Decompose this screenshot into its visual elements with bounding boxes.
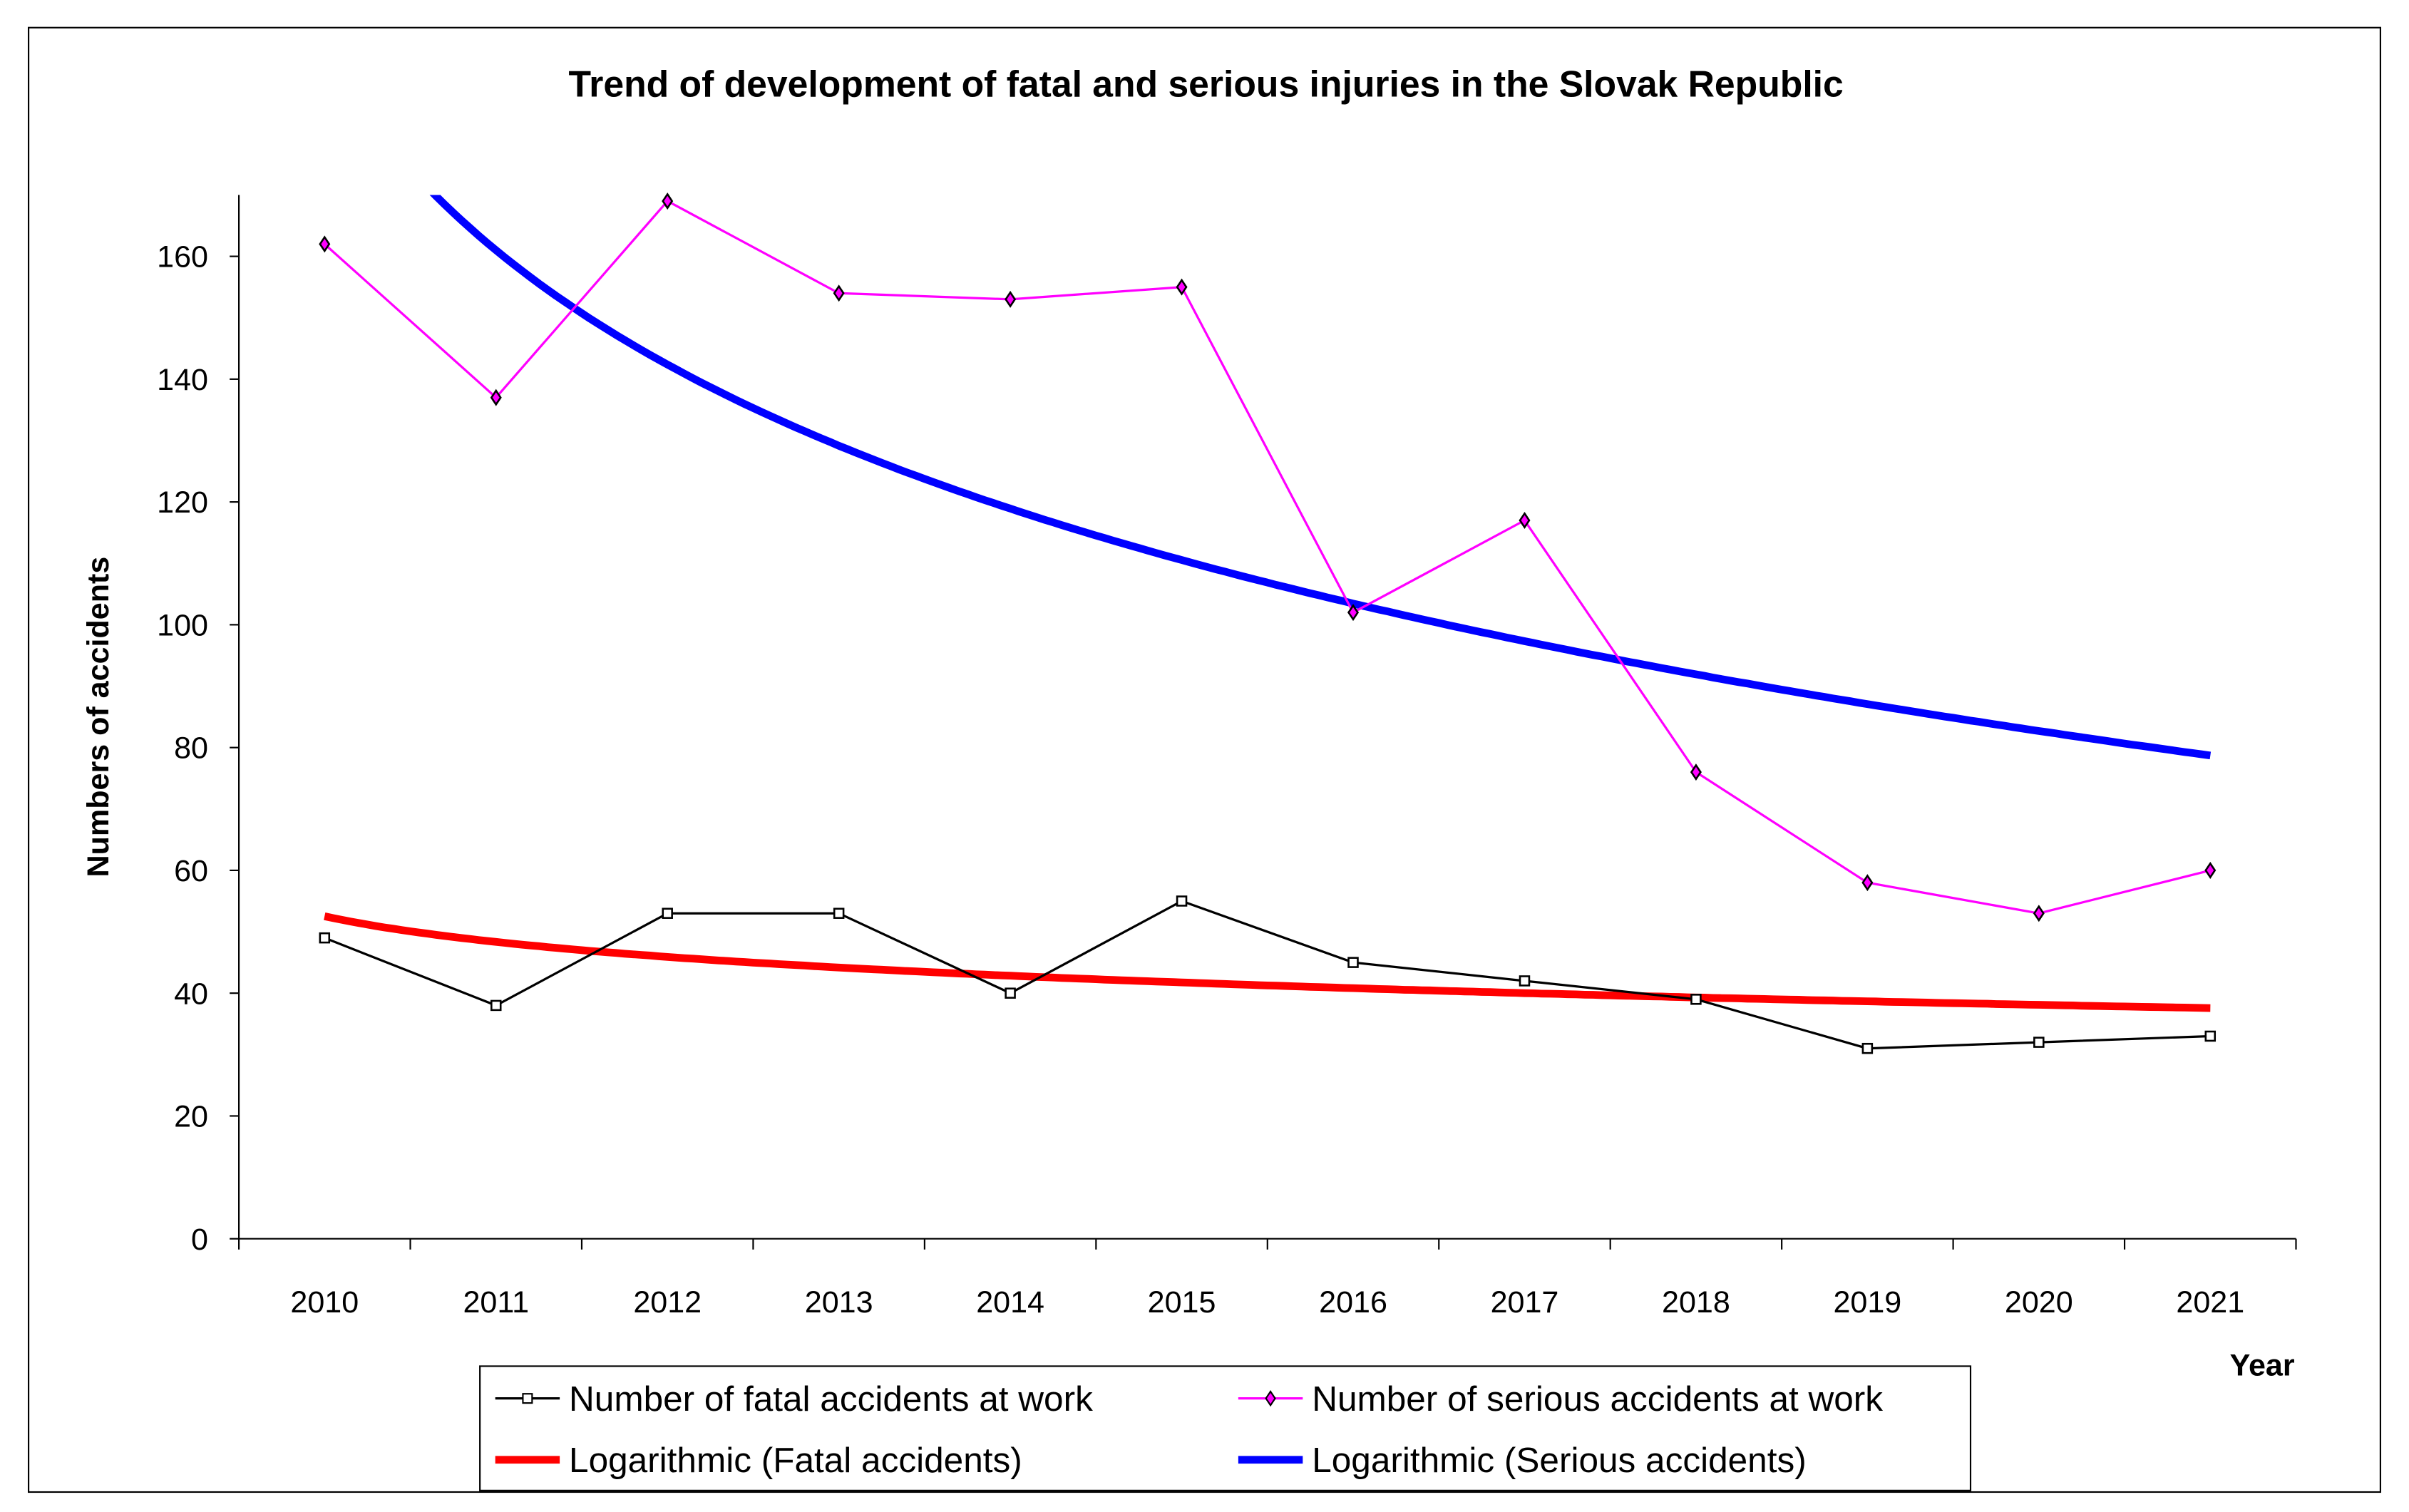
x-tick-label: 2019 [1833,1285,1901,1320]
data-point-fatal [662,907,673,919]
data-point-fatal [833,907,845,919]
data-point-serious [1347,604,1360,622]
chart-border [27,26,2382,1493]
legend: Number of fatal accidents at work Number … [495,1379,1883,1480]
data-point-serious [662,192,674,210]
data-point-serious [2033,905,2045,922]
legend-label: Logarithmic (Fatal accidents) [569,1441,1022,1480]
y-tick-label: 120 [157,485,208,520]
data-point-fatal [319,932,331,944]
data-point-serious [2204,861,2217,879]
y-tick-label: 60 [174,854,208,888]
x-tick-label: 2012 [633,1285,702,1320]
data-point-serious [833,284,845,302]
legend-marker-square [522,1393,533,1404]
data-point-fatal [1519,975,1531,987]
data-point-serious [319,235,331,253]
x-tick-label: 2014 [976,1285,1044,1320]
x-tick-label: 2013 [805,1285,873,1320]
y-tick-label: 20 [174,1100,208,1134]
legend-box [479,1365,1972,1491]
legend-marker-diamond [1265,1390,1276,1407]
x-tick-label: 2010 [290,1285,359,1320]
y-tick-label: 80 [174,731,208,766]
series-line-serious [324,200,2211,915]
legend-label: Logarithmic (Serious accidents) [1312,1441,1807,1480]
data-point-fatal [490,999,502,1012]
y-tick-label: 40 [174,977,208,1011]
data-point-fatal [2204,1030,2217,1042]
data-point-serious [490,389,502,406]
series-line-fatal [324,900,2211,1050]
data-point-serious [1176,278,1188,296]
data-point-fatal [1861,1042,1874,1054]
chart-title: Trend of development of fatal and seriou… [569,63,1844,105]
x-tick-label: 2015 [1148,1285,1216,1320]
legend-label: Number of serious accidents at work [1312,1379,1883,1419]
y-tick-label: 160 [157,240,208,274]
x-tick-label: 2017 [1491,1285,1559,1320]
data-point-serious [1861,874,1874,892]
trendline-serious [429,195,2212,760]
y-tick-label: 0 [191,1223,208,1257]
data-point-fatal [1347,957,1359,968]
x-axis-label: Year [2230,1348,2295,1382]
data-point-fatal [1005,987,1016,999]
data-point-serious [1005,290,1017,308]
data-point-serious [1519,511,1531,529]
y-axis-label: Numbers of accidents [81,557,115,878]
legend-label: Number of fatal accidents at work [569,1379,1093,1419]
data-point-fatal [1176,895,1188,907]
x-tick-label: 2016 [1319,1285,1387,1320]
data-point-serious [1690,763,1702,781]
x-tick-label: 2020 [2005,1285,2073,1320]
y-tick-label: 140 [157,363,208,397]
trendline-fatal [324,912,2211,1012]
x-tick-label: 2011 [463,1285,529,1320]
data-point-fatal [1690,994,1702,1005]
x-tick-label: 2021 [2176,1285,2244,1320]
y-tick-label: 100 [157,608,208,642]
data-point-fatal [2033,1037,2045,1048]
x-tick-label: 2018 [1662,1285,1730,1320]
